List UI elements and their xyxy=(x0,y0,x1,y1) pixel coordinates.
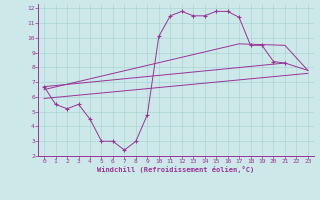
X-axis label: Windchill (Refroidissement éolien,°C): Windchill (Refroidissement éolien,°C) xyxy=(97,166,255,173)
